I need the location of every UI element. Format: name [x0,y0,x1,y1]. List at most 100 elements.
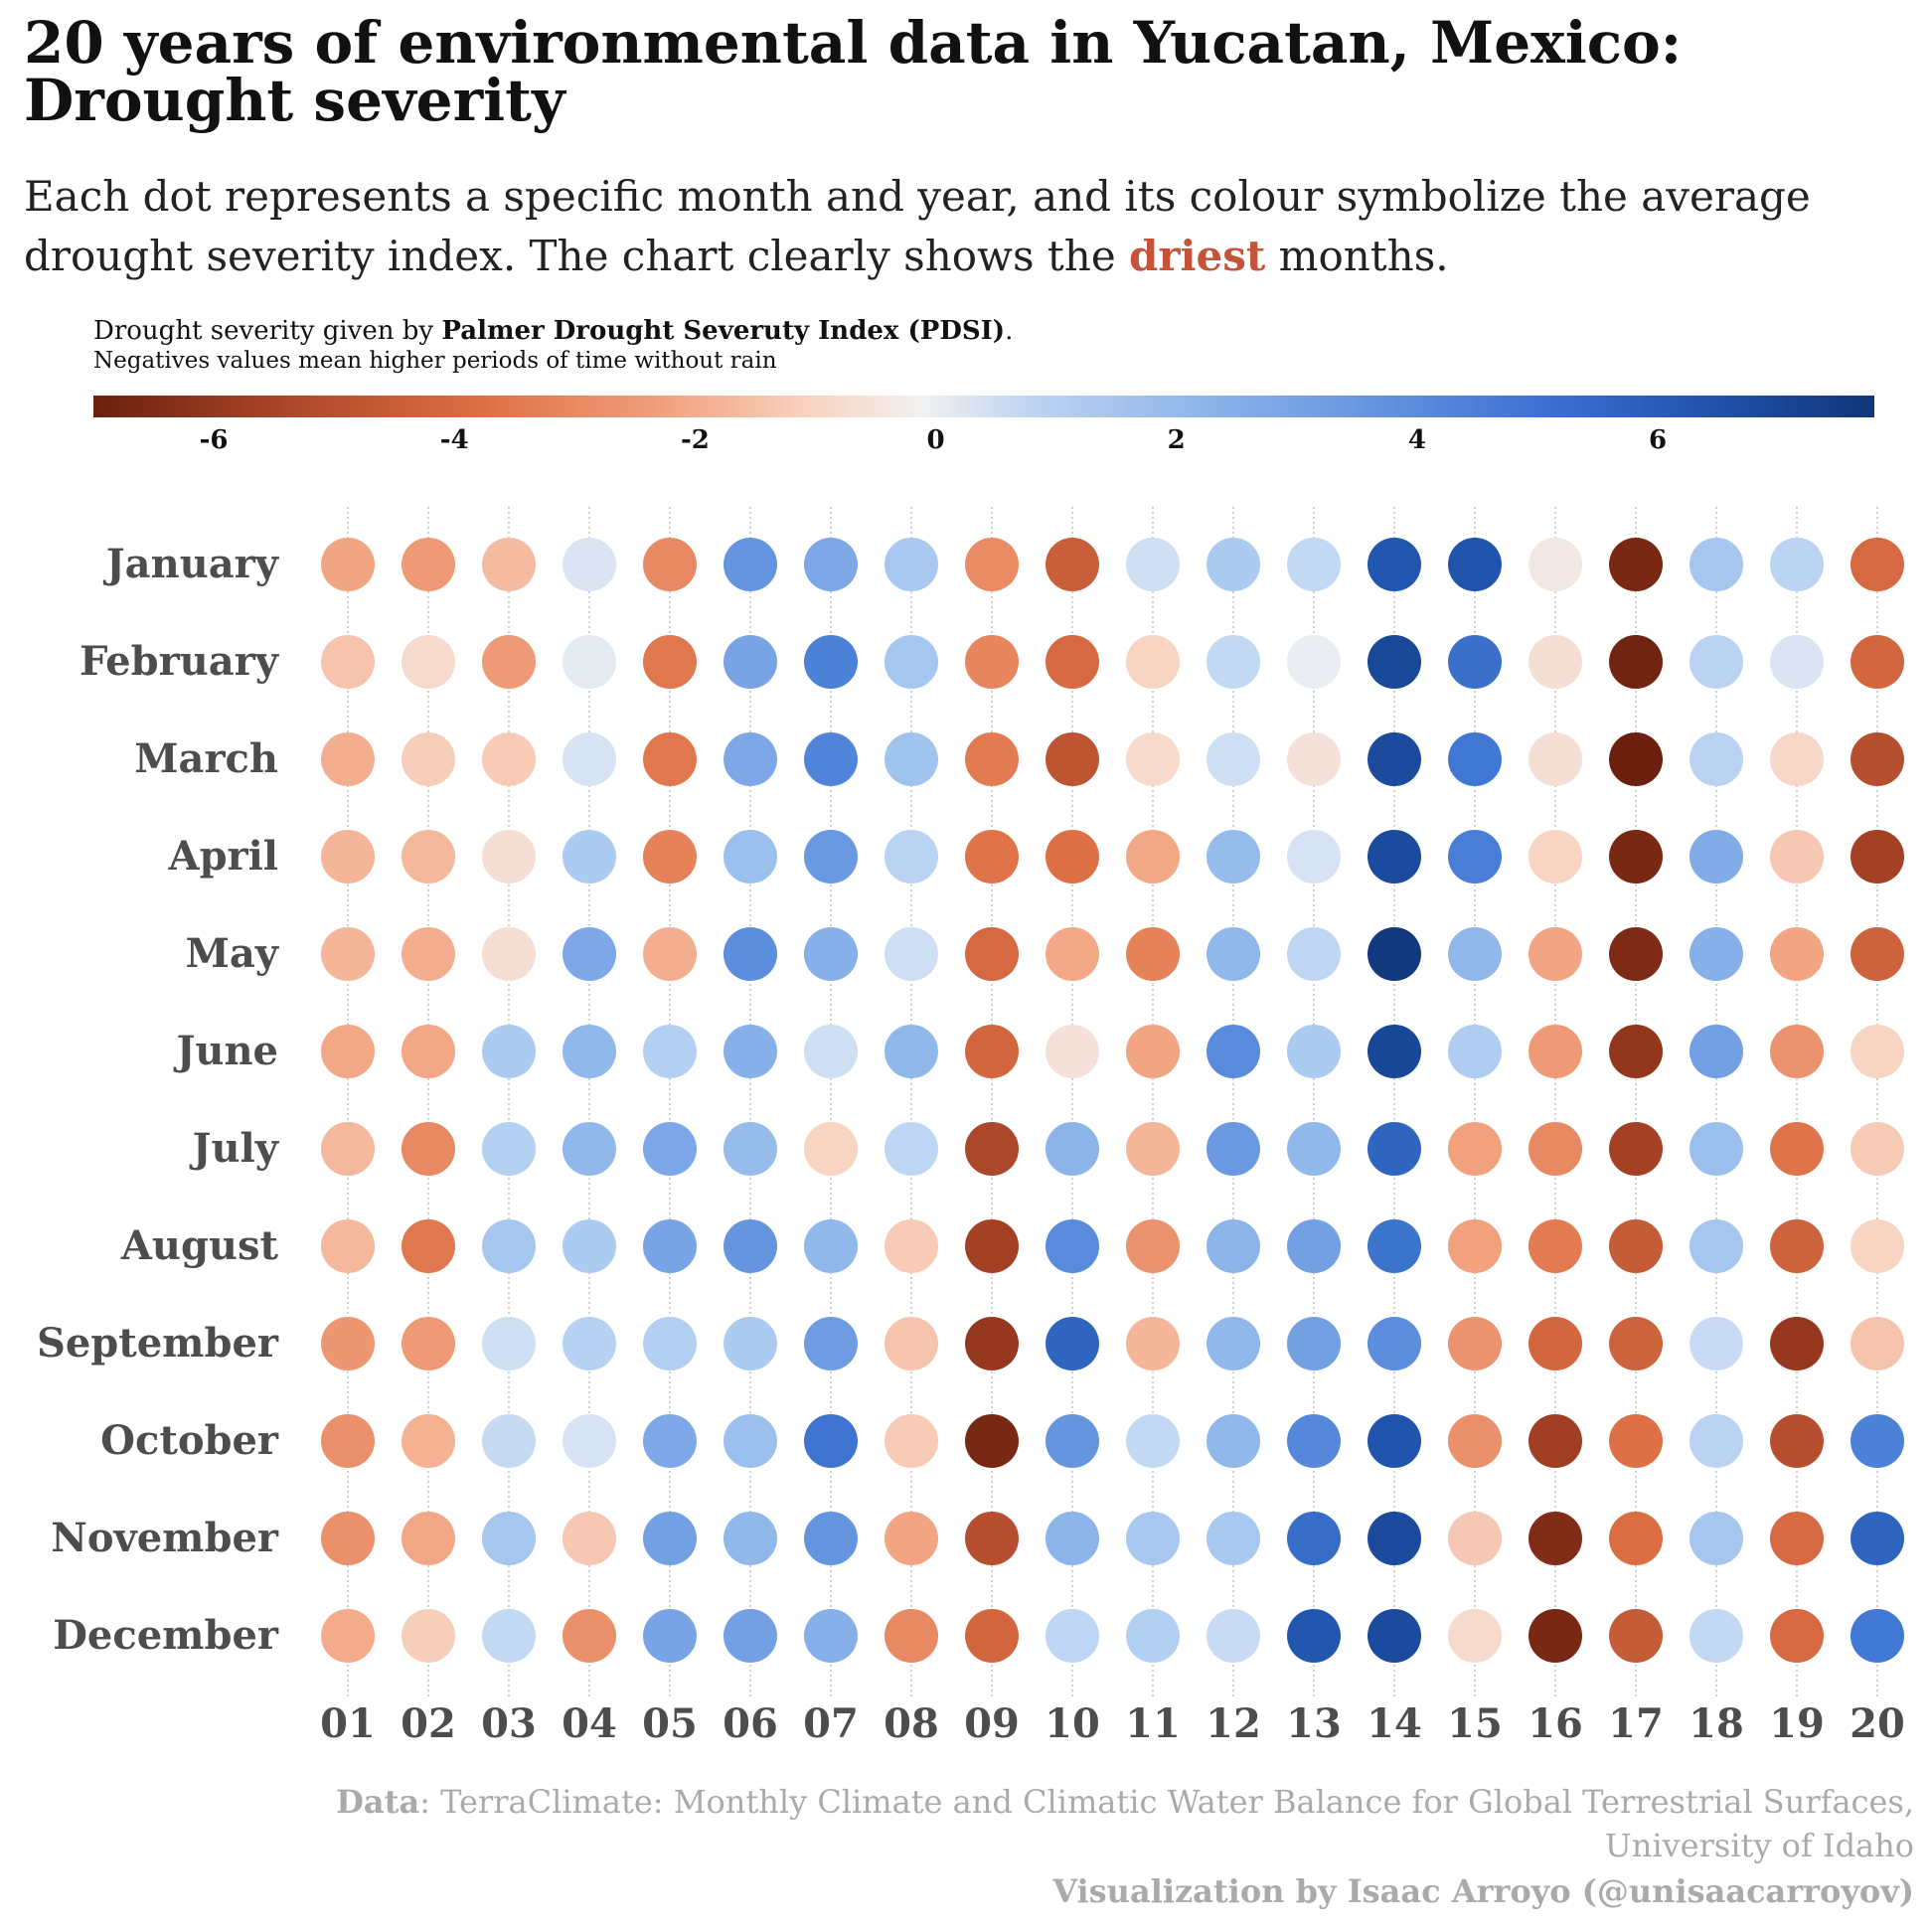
y-tick-label: November [51,1515,279,1561]
data-dot [724,1609,777,1663]
data-dot [402,1219,455,1273]
data-dot [724,1512,777,1565]
legend-tick-labels: -6 -4 -2 0 2 4 6 [0,425,1932,465]
data-dot [1609,1609,1663,1663]
data-dot [1529,1122,1582,1176]
data-dot [321,1122,375,1176]
data-dot [1046,1414,1099,1468]
data-dot [1207,635,1260,689]
data-dot [563,1512,616,1565]
data-dot [965,830,1019,884]
data-dot [1207,1219,1260,1273]
data-dot [1448,1122,1502,1176]
data-dot [321,1025,375,1078]
chart-title: 20 years of environmental data in Yucata… [24,14,1912,129]
data-dot [321,1414,375,1468]
data-dot [482,1122,536,1176]
data-dot [1207,830,1260,884]
data-dot [965,1609,1019,1663]
data-dot [1287,732,1341,786]
data-dot [402,1025,455,1078]
data-dot [643,1414,697,1468]
data-dot [1690,1025,1743,1078]
data-dot [804,538,858,591]
data-dot [1046,538,1099,591]
subtitle-line-2-end: months. [1265,232,1449,280]
chart-subtitle: Each dot represents a specific month and… [24,167,1912,286]
data-dot [1851,927,1904,981]
title-line-2: Drought severity [24,67,565,134]
data-dot [1448,1512,1502,1565]
data-dot [1287,1025,1341,1078]
data-dot [1770,830,1824,884]
data-dot [1287,538,1341,591]
data-dot [885,927,938,981]
data-dot [1287,1609,1341,1663]
data-dot [885,635,938,689]
data-dot [321,830,375,884]
data-dot [643,538,697,591]
data-dot [724,1025,777,1078]
x-tick-label: 16 [1528,1700,1583,1747]
data-dot [1609,1122,1663,1176]
x-tick-label: 12 [1206,1700,1261,1747]
data-dot [1287,1317,1341,1370]
x-tick-label: 04 [562,1700,617,1747]
data-dot [1046,635,1099,689]
data-dot [482,830,536,884]
data-dot [1126,1609,1180,1663]
data-dot [1690,927,1743,981]
data-dot [1448,635,1502,689]
data-dot [1770,1122,1824,1176]
legend-title-index: Palmer Drought Severuty Index (PDSI) [441,316,1006,346]
data-dot [321,538,375,591]
data-dot [1368,1609,1421,1663]
subtitle-line-2-start: drought severity index. The chart clearl… [24,232,1130,280]
y-tick-label: September [37,1320,279,1367]
data-dot [1448,1414,1502,1468]
data-dot [563,538,616,591]
data-dot [1529,732,1582,786]
data-dot [965,635,1019,689]
data-dot [1851,1414,1904,1468]
source-label: Data [336,1783,420,1821]
data-dot [402,1609,455,1663]
data-dot [885,1414,938,1468]
data-dot [1448,830,1502,884]
legend-colorbar [93,396,1874,417]
data-dot [804,830,858,884]
data-dot [321,1219,375,1273]
data-dot [482,1025,536,1078]
data-dot [1207,1414,1260,1468]
data-dot [1851,1122,1904,1176]
data-dot [1448,1219,1502,1273]
data-dot [563,927,616,981]
data-dot [1287,1414,1341,1468]
x-tick-label: 02 [401,1700,456,1747]
x-tick-label: 14 [1367,1700,1422,1747]
data-dot [1368,1512,1421,1565]
legend-tick: -2 [680,425,710,455]
data-dot [1609,830,1663,884]
data-dot [885,1512,938,1565]
x-tick-label: 06 [723,1700,778,1747]
data-dot [1126,1414,1180,1468]
data-dot [965,927,1019,981]
x-tick-label: 07 [803,1700,859,1747]
data-dot [804,1317,858,1370]
data-dot [482,1414,536,1468]
data-dot [1609,1414,1663,1468]
data-dot [1207,732,1260,786]
data-dot [885,1219,938,1273]
legend-tick: -4 [439,425,469,455]
data-dot [724,1219,777,1273]
x-tick-label: 20 [1850,1700,1905,1747]
data-dot [1529,830,1582,884]
data-dot [1448,1317,1502,1370]
x-tick-label: 13 [1286,1700,1342,1747]
data-dot [643,1609,697,1663]
data-dot [1770,732,1824,786]
data-dot [402,830,455,884]
data-dot [563,635,616,689]
data-dot [804,1219,858,1273]
